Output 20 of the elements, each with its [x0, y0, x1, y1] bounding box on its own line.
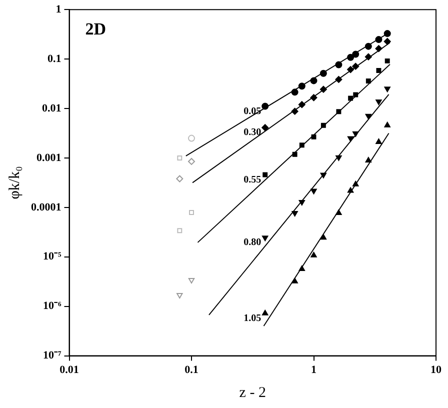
series-label: 1.05: [244, 312, 262, 324]
y-tick-label: 10⁻⁷: [42, 350, 62, 362]
annotation: 2D: [85, 19, 106, 38]
series-label: 0.05: [244, 106, 262, 117]
y-tick-label: 0.0001: [31, 201, 62, 214]
x-tick-label: 1: [311, 364, 316, 376]
y-axis-title: φk/k₀: [6, 166, 23, 200]
series-label: 0.30: [244, 127, 262, 138]
x-tick-label: 10: [430, 364, 442, 376]
y-tick-label: 0.001: [36, 152, 62, 164]
series-label: 0.80: [244, 237, 262, 248]
y-tick-label: 10⁻⁶: [42, 300, 62, 312]
series-label: 0.55: [244, 174, 262, 186]
x-tick-label: 0.1: [184, 364, 198, 376]
x-tick-label: 0.01: [60, 364, 79, 376]
x-axis-title: z - 2: [239, 384, 266, 401]
y-tick-label: 10⁻⁵: [42, 250, 62, 263]
y-tick-label: 1: [56, 3, 62, 16]
y-tick-label: 0.1: [48, 52, 62, 65]
y-tick-label: 0.01: [42, 102, 62, 114]
